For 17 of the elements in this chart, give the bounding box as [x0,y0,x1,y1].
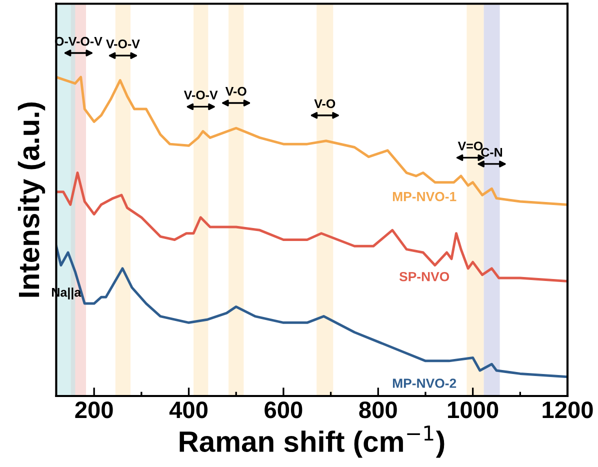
series-label: SP-NVO [399,272,450,282]
band-label: V-O [225,86,246,96]
band-label: C-N [481,148,502,157]
series-label: MP-NVO-2 [392,378,456,388]
y-axis-title: Intensity (a.u.) [18,102,46,297]
x-tick-label: 600 [264,402,302,418]
x-tick-label: 800 [359,402,397,418]
x-tick-label: 1000 [448,402,498,418]
band-label: V-O-V [106,39,140,48]
x-tick-label: 200 [75,402,113,418]
x-tick-label: 400 [169,402,208,418]
band-label: V=O [458,142,483,150]
x-tick-label: 1200 [542,402,593,418]
band-label: V-O [314,99,336,108]
x-axis-title: Raman shift (cm$^{−1}$) [180,426,444,458]
series-label: MP-NVO-1 [392,192,456,202]
band-label: V-O-V [184,90,218,100]
